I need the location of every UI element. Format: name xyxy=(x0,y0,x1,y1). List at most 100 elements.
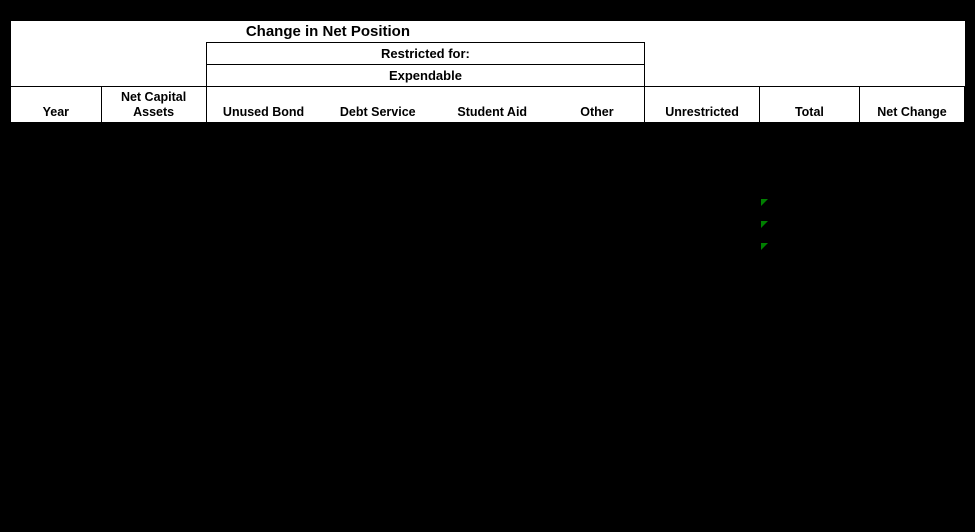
col-unused-bond: Unused Bond xyxy=(206,87,320,123)
cell-net_capital_assets xyxy=(101,307,206,329)
cell-net_capital_assets xyxy=(101,175,206,197)
cell-net_capital_assets xyxy=(101,263,206,285)
cell-total xyxy=(759,241,859,263)
col-other: Other xyxy=(549,87,644,123)
cell-unrestricted xyxy=(645,175,759,197)
cell-total xyxy=(759,197,859,219)
table-row xyxy=(11,263,965,285)
error-flag-icon xyxy=(761,199,768,206)
cell-unrestricted xyxy=(645,241,759,263)
cell-debt_service xyxy=(321,197,435,219)
cell-debt_service xyxy=(321,285,435,307)
cell-net_capital_assets xyxy=(101,285,206,307)
cell-unused_bond xyxy=(206,329,320,351)
cell-net_change xyxy=(859,153,964,175)
header-blank xyxy=(645,21,759,43)
cell-total xyxy=(759,175,859,197)
cell-net_capital_assets xyxy=(101,131,206,153)
col-debt-service: Debt Service xyxy=(321,87,435,123)
cell-other xyxy=(549,219,644,241)
header-blank xyxy=(759,65,859,87)
table-row xyxy=(11,131,965,153)
cell-net_change xyxy=(859,131,964,153)
subtitle-expendable: Expendable xyxy=(206,65,645,87)
table-title: Change in Net Position xyxy=(11,21,645,43)
table-row xyxy=(11,285,965,307)
cell-other xyxy=(549,307,644,329)
header-blank xyxy=(759,43,859,65)
cell-debt_service xyxy=(321,153,435,175)
cell-total xyxy=(759,329,859,351)
cell-unrestricted xyxy=(645,153,759,175)
table-row xyxy=(11,241,965,263)
cell-student_aid xyxy=(435,175,549,197)
cell-unrestricted xyxy=(645,329,759,351)
cell-year xyxy=(11,285,102,307)
cell-year xyxy=(11,219,102,241)
spacer xyxy=(11,123,965,131)
cell-unused_bond xyxy=(206,263,320,285)
table-body xyxy=(11,131,965,351)
cell-other xyxy=(549,197,644,219)
cell-net_change xyxy=(859,263,964,285)
cell-student_aid xyxy=(435,263,549,285)
cell-debt_service xyxy=(321,307,435,329)
cell-student_aid xyxy=(435,131,549,153)
cell-net_capital_assets xyxy=(101,219,206,241)
cell-unused_bond xyxy=(206,307,320,329)
cell-year xyxy=(11,307,102,329)
header-blank xyxy=(11,43,207,65)
cell-total xyxy=(759,219,859,241)
col-year: Year xyxy=(11,87,102,123)
cell-student_aid xyxy=(435,307,549,329)
cell-total xyxy=(759,263,859,285)
cell-total xyxy=(759,131,859,153)
header-blank xyxy=(759,21,859,43)
col-unrestricted: Unrestricted xyxy=(645,87,759,123)
cell-year xyxy=(11,175,102,197)
cell-net_change xyxy=(859,241,964,263)
cell-net_change xyxy=(859,329,964,351)
cell-net_change xyxy=(859,307,964,329)
table-row xyxy=(11,219,965,241)
cell-student_aid xyxy=(435,241,549,263)
error-flag-icon xyxy=(761,221,768,228)
table-row xyxy=(11,175,965,197)
header-blank xyxy=(11,65,207,87)
col-net-capital-assets: Net Capital Assets xyxy=(101,87,206,123)
cell-unrestricted xyxy=(645,219,759,241)
cell-other xyxy=(549,241,644,263)
cell-total xyxy=(759,307,859,329)
cell-other xyxy=(549,175,644,197)
col-total: Total xyxy=(759,87,859,123)
header-blank xyxy=(859,21,964,43)
cell-student_aid xyxy=(435,285,549,307)
subtitle-restricted: Restricted for: xyxy=(206,43,645,65)
cell-other xyxy=(549,131,644,153)
cell-debt_service xyxy=(321,219,435,241)
header-blank xyxy=(859,43,964,65)
table-row xyxy=(11,197,965,219)
cell-other xyxy=(549,285,644,307)
cell-other xyxy=(549,329,644,351)
cell-year xyxy=(11,197,102,219)
cell-unused_bond xyxy=(206,241,320,263)
cell-debt_service xyxy=(321,131,435,153)
cell-net_capital_assets xyxy=(101,329,206,351)
cell-student_aid xyxy=(435,329,549,351)
cell-year xyxy=(11,329,102,351)
cell-unused_bond xyxy=(206,197,320,219)
cell-year xyxy=(11,131,102,153)
cell-unused_bond xyxy=(206,285,320,307)
cell-total xyxy=(759,285,859,307)
cell-other xyxy=(549,153,644,175)
col-student-aid: Student Aid xyxy=(435,87,549,123)
header-blank xyxy=(645,65,759,87)
cell-unused_bond xyxy=(206,219,320,241)
cell-unrestricted xyxy=(645,131,759,153)
table-row xyxy=(11,153,965,175)
header-blank xyxy=(859,65,964,87)
cell-unused_bond xyxy=(206,131,320,153)
page-root: Change in Net Position Restricted for: E… xyxy=(0,0,975,532)
cell-student_aid xyxy=(435,153,549,175)
